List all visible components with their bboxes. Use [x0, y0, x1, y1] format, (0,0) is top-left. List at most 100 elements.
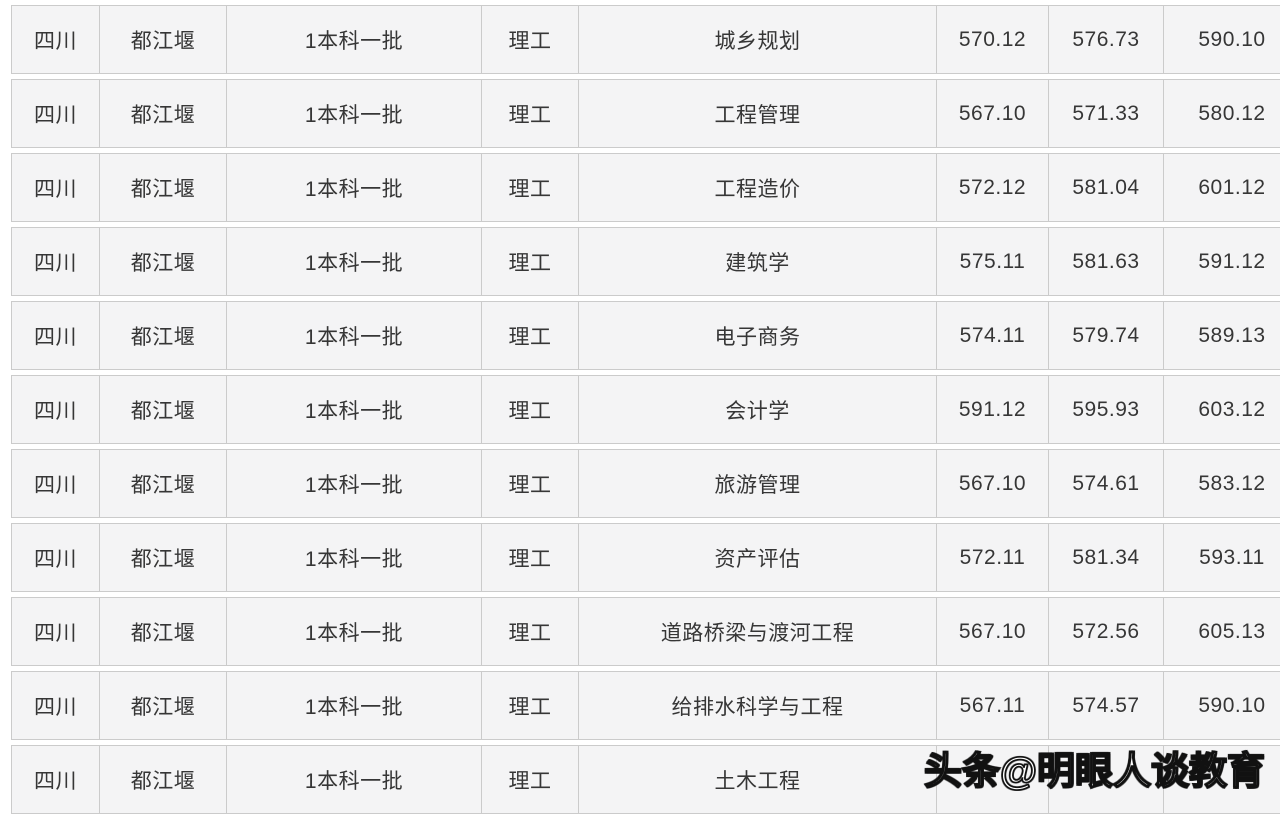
cell-batch: 1本科一批 — [227, 153, 482, 222]
cell-major: 旅游管理 — [579, 449, 937, 518]
cell-province: 四川 — [11, 523, 100, 592]
table-row: 四川 都江堰 1本科一批 理工 工程造价 572.12 581.04 601.12 — [11, 153, 1280, 222]
cell-province: 四川 — [11, 79, 100, 148]
cell-batch: 1本科一批 — [227, 227, 482, 296]
cell-major: 道路桥梁与渡河工程 — [579, 597, 937, 666]
cell-city: 都江堰 — [100, 301, 227, 370]
cell-score-1: 574.11 — [937, 301, 1049, 370]
table-row: 四川 都江堰 1本科一批 理工 资产评估 572.11 581.34 593.11 — [11, 523, 1280, 592]
cell-province: 四川 — [11, 375, 100, 444]
cell-city: 都江堰 — [100, 375, 227, 444]
table-row: 四川 都江堰 1本科一批 理工 给排水科学与工程 567.11 574.57 590.10 — [11, 671, 1280, 740]
cell-province: 四川 — [11, 745, 100, 814]
table-row: 四川 都江堰 1本科一批 理工 建筑学 575.11 581.63 591.12 — [11, 227, 1280, 296]
table-row: 四川 都江堰 1本科一批 理工 城乡规划 570.12 576.73 590.10 — [11, 5, 1280, 74]
cell-score-2: 595.93 — [1049, 375, 1164, 444]
cell-city: 都江堰 — [100, 227, 227, 296]
cell-score-3: 589.13 — [1164, 301, 1280, 370]
cell-score-3: 591.12 — [1164, 227, 1280, 296]
cell-batch: 1本科一批 — [227, 79, 482, 148]
cell-score-2: 571.33 — [1049, 79, 1164, 148]
cell-city: 都江堰 — [100, 597, 227, 666]
cell-major: 电子商务 — [579, 301, 937, 370]
cell-major: 给排水科学与工程 — [579, 671, 937, 740]
cell-score-1: 567.10 — [937, 79, 1049, 148]
cell-city: 都江堰 — [100, 745, 227, 814]
cell-score-3: 601.12 — [1164, 153, 1280, 222]
cell-major: 土木工程 — [579, 745, 937, 814]
table-row: 四川 都江堰 1本科一批 理工 旅游管理 567.10 574.61 583.12 — [11, 449, 1280, 518]
table-row: 四川 都江堰 1本科一批 理工 电子商务 574.11 579.74 589.13 — [11, 301, 1280, 370]
cell-score-2: 572.56 — [1049, 597, 1164, 666]
cell-major: 城乡规划 — [579, 5, 937, 74]
cell-city: 都江堰 — [100, 671, 227, 740]
cell-category: 理工 — [482, 745, 579, 814]
cell-batch: 1本科一批 — [227, 375, 482, 444]
watermark: 头条@明眼人谈教育 — [923, 750, 1266, 794]
cell-score-3: 593.11 — [1164, 523, 1280, 592]
table-row: 四川 都江堰 1本科一批 理工 土木工程 — [11, 745, 1280, 814]
cell-category: 理工 — [482, 79, 579, 148]
table-row: 四川 都江堰 1本科一批 理工 工程管理 567.10 571.33 580.12 — [11, 79, 1280, 148]
cell-province: 四川 — [11, 5, 100, 74]
cell-batch: 1本科一批 — [227, 449, 482, 518]
cell-city: 都江堰 — [100, 79, 227, 148]
cell-batch: 1本科一批 — [227, 597, 482, 666]
cell-major: 会计学 — [579, 375, 937, 444]
cell-score-1: 567.11 — [937, 671, 1049, 740]
cell-batch: 1本科一批 — [227, 745, 482, 814]
cell-batch: 1本科一批 — [227, 5, 482, 74]
cell-score-1: 591.12 — [937, 375, 1049, 444]
cell-score-2: 574.57 — [1049, 671, 1164, 740]
cell-province: 四川 — [11, 449, 100, 518]
cell-batch: 1本科一批 — [227, 523, 482, 592]
cell-category: 理工 — [482, 227, 579, 296]
cell-province: 四川 — [11, 301, 100, 370]
admission-scores-table: 四川 都江堰 1本科一批 理工 城乡规划 570.12 576.73 590.10 四川 都江堰 1… — [11, 0, 1280, 814]
cell-score-2: 581.34 — [1049, 523, 1164, 592]
cell-category: 理工 — [482, 449, 579, 518]
cell-score-1 — [937, 745, 1049, 814]
cell-province: 四川 — [11, 597, 100, 666]
table-row: 四川 都江堰 1本科一批 理工 道路桥梁与渡河工程 567.10 572.56 605.13 — [11, 597, 1280, 666]
cell-city: 都江堰 — [100, 523, 227, 592]
cell-major: 建筑学 — [579, 227, 937, 296]
cell-score-1: 572.12 — [937, 153, 1049, 222]
cell-score-2: 579.74 — [1049, 301, 1164, 370]
cell-city: 都江堰 — [100, 5, 227, 74]
cell-province: 四川 — [11, 153, 100, 222]
cell-category: 理工 — [482, 375, 579, 444]
cell-score-1: 572.11 — [937, 523, 1049, 592]
cell-score-2: 581.63 — [1049, 227, 1164, 296]
cell-score-3: 605.13 — [1164, 597, 1280, 666]
cell-major: 工程造价 — [579, 153, 937, 222]
cell-score-2: 574.61 — [1049, 449, 1164, 518]
cell-category: 理工 — [482, 671, 579, 740]
cell-batch: 1本科一批 — [227, 671, 482, 740]
cell-city: 都江堰 — [100, 449, 227, 518]
cell-batch: 1本科一批 — [227, 301, 482, 370]
cell-score-2: 576.73 — [1049, 5, 1164, 74]
cell-category: 理工 — [482, 5, 579, 74]
cell-category: 理工 — [482, 301, 579, 370]
cell-category: 理工 — [482, 597, 579, 666]
cell-city: 都江堰 — [100, 153, 227, 222]
cell-score-3: 583.12 — [1164, 449, 1280, 518]
cell-major: 工程管理 — [579, 79, 937, 148]
cell-province: 四川 — [11, 671, 100, 740]
cell-score-1: 567.10 — [937, 597, 1049, 666]
cell-score-3: 590.10 — [1164, 5, 1280, 74]
cell-category: 理工 — [482, 523, 579, 592]
cell-score-3: 580.12 — [1164, 79, 1280, 148]
cell-score-1: 567.10 — [937, 449, 1049, 518]
cell-category: 理工 — [482, 153, 579, 222]
cell-score-3: 603.12 — [1164, 375, 1280, 444]
table-row: 四川 都江堰 1本科一批 理工 会计学 591.12 595.93 603.12 — [11, 375, 1280, 444]
table-body: 四川 都江堰 1本科一批 理工 城乡规划 570.12 576.73 590.10 四川 都江堰 1… — [11, 5, 1280, 814]
cell-score-1: 575.11 — [937, 227, 1049, 296]
cell-score-1: 570.12 — [937, 5, 1049, 74]
cell-major: 资产评估 — [579, 523, 937, 592]
cell-province: 四川 — [11, 227, 100, 296]
cell-score-3 — [1164, 745, 1280, 814]
